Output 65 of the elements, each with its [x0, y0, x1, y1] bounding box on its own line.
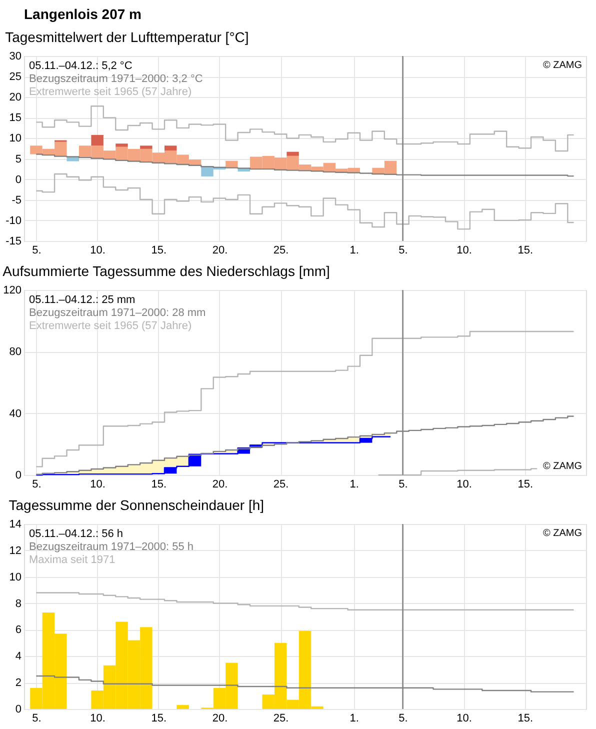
y-tick-label: 25 [9, 71, 22, 84]
x-tick-label: 10. [90, 244, 106, 256]
x-tick-label: 10. [90, 712, 106, 724]
annotation: © ZAMG [542, 528, 582, 539]
annotation: Bezugszeitraum 1971–2000: 55 h [29, 541, 194, 553]
x-tick-label: 10. [90, 478, 106, 490]
y-tick-label: 0 [15, 470, 22, 482]
x-tick-label: 1. [350, 712, 359, 724]
x-tick-label: 5. [32, 712, 42, 724]
y-tick-label: 40 [9, 408, 22, 420]
x-tick-label: 25. [273, 712, 289, 724]
y-tick-label: -10 [6, 214, 22, 227]
y-tick-label: 6 [15, 624, 22, 636]
x-tick-label: 15. [518, 478, 534, 490]
y-tick-label: 10 [9, 571, 22, 584]
x-tick-label: 15. [151, 478, 167, 490]
annotation: Extremwerte seit 1965 (57 Jahre) [29, 86, 192, 98]
y-tick-label: 5 [15, 153, 22, 166]
x-tick-label: 25. [273, 478, 289, 490]
x-tick-label: 15. [151, 244, 167, 256]
x-tick-label: 15. [518, 244, 534, 256]
annotation: Extremwerte seit 1965 (57 Jahre) [29, 320, 192, 332]
x-tick-label: 20. [212, 712, 228, 724]
y-tick-label: 30 [9, 50, 22, 62]
x-tick-label: 20. [212, 478, 228, 490]
x-tick-label: 1. [350, 478, 359, 490]
x-tick-label: 5. [32, 244, 42, 256]
y-tick-label: 2 [15, 677, 22, 690]
y-tick-label: 8 [15, 598, 22, 610]
annotation: 05.11.–04.12.: 25 mm [29, 294, 136, 306]
annotation: 05.11.–04.12.: 56 h [29, 528, 123, 540]
chart-title: Aufsummierte Tagessumme des Niederschlags [mm] [2, 263, 330, 279]
y-tick-label: 0 [15, 174, 22, 186]
chart-title: Tagesmittelwert der Lufttemperatur [°C] [5, 29, 249, 45]
y-tick-label: 10 [9, 132, 22, 145]
x-tick-label: 5. [398, 478, 408, 490]
x-tick-label: 10. [456, 244, 472, 256]
annotation: Bezugszeitraum 1971–2000: 3,2 °C [29, 73, 203, 85]
x-tick-label: 10. [456, 478, 472, 490]
x-tick-label: 5. [398, 244, 408, 256]
y-tick-label: 20 [9, 92, 22, 104]
annotation: © ZAMG [542, 60, 582, 71]
x-tick-label: 15. [518, 712, 534, 724]
y-tick-label: -15 [6, 236, 22, 248]
x-tick-label: 25. [273, 244, 289, 256]
x-tick-label: 5. [32, 478, 42, 490]
x-tick-label: 5. [398, 712, 408, 724]
y-tick-label: 14 [9, 518, 22, 530]
annotation: © ZAMG [542, 461, 582, 472]
y-tick-label: 12 [9, 544, 22, 557]
x-tick-label: 15. [151, 712, 167, 724]
annotation: Bezugszeitraum 1971–2000: 28 mm [29, 307, 206, 319]
x-tick-label: 20. [212, 244, 228, 256]
x-tick-label: 10. [456, 712, 472, 724]
y-tick-label: 15 [9, 112, 22, 124]
y-tick-label: 120 [3, 284, 22, 296]
chart-title: Tagessumme der Sonnenscheindauer [h] [8, 497, 264, 513]
y-tick-label: 80 [9, 346, 22, 358]
annotation: Maxima seit 1971 [29, 554, 116, 566]
y-tick-label: -5 [12, 194, 22, 206]
chart-subtitle: Langenlois 207 m [24, 6, 142, 22]
annotation: 05.11.–04.12.: 5,2 °C [29, 60, 132, 72]
y-tick-label: 4 [15, 650, 22, 663]
x-tick-label: 1. [350, 244, 359, 256]
y-tick-label: 0 [15, 704, 22, 716]
